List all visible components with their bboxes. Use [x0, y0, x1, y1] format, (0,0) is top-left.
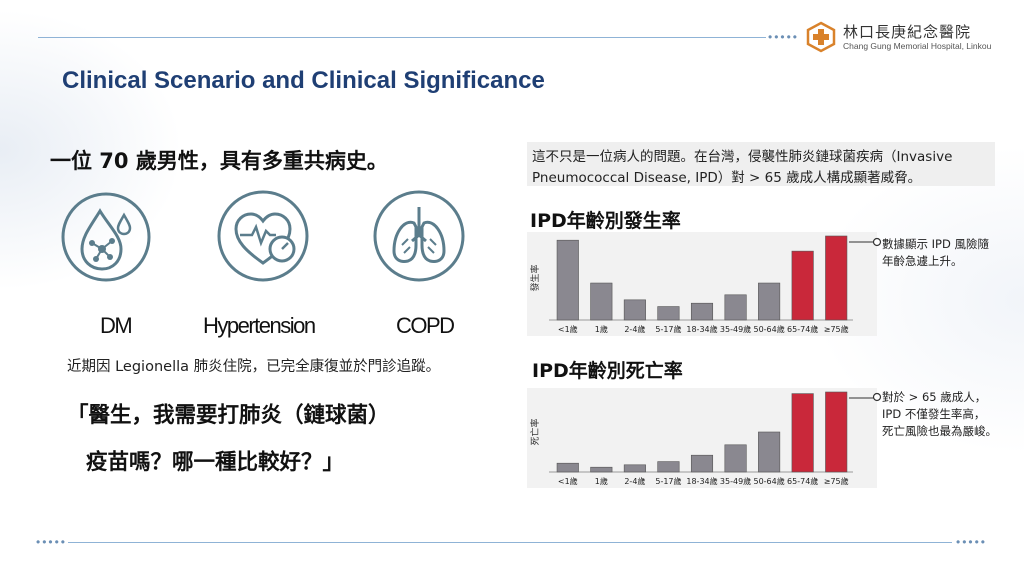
- bar-35-49歲: [724, 294, 747, 321]
- x-tick-label: 18-34歲: [686, 324, 717, 334]
- blood-drop-molecule-icon: [61, 192, 151, 282]
- bar-≥75歲: [825, 235, 848, 321]
- bar-1歲: [590, 466, 613, 473]
- incidence-annotation-line2: 年齡急遽上升。: [882, 254, 963, 268]
- top-dots: •••••: [768, 30, 800, 44]
- logo-chinese-name: 林口長庚紀念醫院: [843, 23, 972, 41]
- bar-<1歲: [556, 462, 579, 473]
- x-tick-label: <1歲: [558, 476, 578, 486]
- x-tick-label: 18-34歲: [686, 476, 717, 486]
- x-tick-label: 1歲: [595, 476, 608, 486]
- mortality-chart: 死亡率 <1歲 1歲 2-4歲 5-17歲 18-34歲 35-49歲 50-64歲 65-74…: [527, 388, 877, 488]
- mortality-annotation-line3: 死亡風險也最為嚴峻。: [882, 424, 997, 438]
- x-tick-label: 1歲: [595, 324, 608, 334]
- x-tick-label: 5-17歲: [655, 324, 681, 334]
- bottom-rule: [68, 542, 952, 543]
- x-tick-label: 65-74歲: [787, 324, 818, 334]
- bar-5-17歲: [657, 306, 680, 321]
- bar-65-74歲: [791, 250, 814, 321]
- incidence-annotation-line1: 數據顯示 IPD 風險隨: [882, 237, 989, 251]
- bar-50-64歲: [758, 282, 781, 321]
- incidence-chart-title: IPD年齡別發生率: [530, 210, 681, 232]
- bottom-left-dots: •••••: [36, 535, 68, 549]
- hospital-cross-icon: [806, 21, 836, 53]
- logo-english-name: Chang Gung Memorial Hospital, Linkou: [843, 41, 992, 51]
- x-tick-label: 5-17歲: [655, 476, 681, 486]
- incidence-callout-circle: [872, 237, 882, 247]
- x-tick-label: 50-64歲: [753, 476, 784, 486]
- comorbidity-label-dm: DM: [100, 313, 133, 338]
- bar-≥75歲: [825, 391, 848, 473]
- x-tick-label: 50-64歲: [753, 324, 784, 334]
- bar-18-34歲: [690, 454, 714, 473]
- bar-2-4歲: [623, 464, 646, 473]
- x-tick-label: <1歲: [558, 324, 578, 334]
- x-tick-label: 35-49歲: [720, 476, 751, 486]
- comorbidity-label-copd: COPD: [396, 313, 455, 338]
- x-tick-label: 35-49歲: [720, 324, 751, 334]
- comorbidity-label-hypertension: Hypertension: [203, 313, 316, 338]
- page-title: Clinical Scenario and Clinical Significa…: [62, 67, 545, 94]
- y-axis-label: 死亡率: [529, 418, 541, 445]
- context-line1: 這不只是一位病人的問題。在台灣，侵襲性肺炎鏈球菌疾病（Invasive: [532, 149, 953, 165]
- hospital-logo: 林口長庚紀念醫院 Chang Gung Memorial Hospital, L…: [805, 21, 1024, 55]
- x-tick-label: ≥75歲: [824, 476, 849, 486]
- context-box: [527, 142, 995, 186]
- x-tick-label: 65-74歲: [787, 476, 818, 486]
- bar-<1歲: [556, 239, 579, 321]
- x-tick-label: ≥75歲: [824, 324, 849, 334]
- bar-1歲: [590, 282, 613, 321]
- mortality-callout-circle: [872, 392, 882, 402]
- bar-5-17歲: [657, 461, 680, 473]
- comorbidity-panel: DM Hypertension COPD: [60, 188, 480, 348]
- lungs-icon: [373, 190, 465, 282]
- bar-18-34歲: [690, 302, 714, 321]
- heart-gauge-icon: [217, 190, 309, 282]
- bottom-right-dots: •••••: [956, 535, 988, 549]
- y-axis-label: 發生率: [529, 264, 541, 291]
- top-rule: [38, 37, 766, 38]
- mortality-annotation-line2: IPD 不僅發生率高，: [882, 407, 986, 421]
- bar-35-49歲: [724, 444, 747, 473]
- bar-65-74歲: [791, 393, 814, 473]
- mortality-annotation-line1: 對於 > 65 歲成人，: [882, 390, 987, 404]
- x-tick-label: 2-4歲: [624, 324, 645, 334]
- context-line2: Pneumococcal Disease, IPD）對 > 65 歲成人構成顯著…: [532, 170, 922, 186]
- bar-50-64歲: [758, 431, 781, 473]
- mortality-chart-title: IPD年齡別死亡率: [532, 360, 683, 382]
- x-tick-label: 2-4歲: [624, 476, 645, 486]
- patient-quote-line2: 疫苗嗎？哪一種比較好？」: [86, 450, 345, 475]
- incidence-chart: 發生率 <1歲 1歲 2-4歲 5-17歲 18-34歲 35-49歲 50-64歲 65-74…: [527, 232, 877, 336]
- bar-2-4歲: [623, 299, 646, 321]
- patient-quote-line1: 「醫生，我需要打肺炎（鏈球菌）: [67, 403, 390, 428]
- case-headline: 一位 70 歲男性，具有多重共病史。: [50, 149, 388, 173]
- case-history: 近期因 Legionella 肺炎住院，已完全康復並於門診追蹤。: [67, 359, 441, 375]
